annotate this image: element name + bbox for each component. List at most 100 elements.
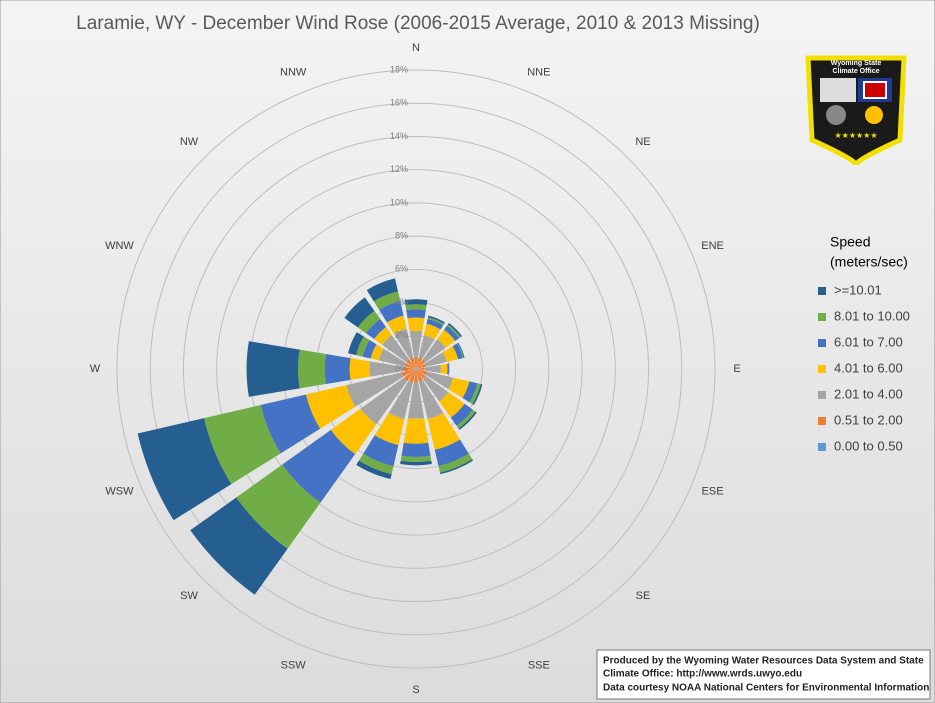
- bar-segment: [456, 409, 476, 429]
- logo-text: Wyoming State: [831, 60, 882, 67]
- bar-segment: [444, 325, 460, 341]
- direction-label: S: [412, 684, 419, 696]
- grid-ring: [116, 69, 716, 669]
- bar-segment: [246, 341, 300, 397]
- bar-segment: [447, 323, 462, 338]
- r-tick-label: 16%: [390, 98, 408, 108]
- bar-segment: [462, 381, 478, 403]
- direction-label: E: [733, 363, 740, 375]
- bar-segment: [416, 369, 417, 371]
- logo: Wyoming State Climate Office ★★★★★★: [805, 55, 907, 167]
- bar-segment: [236, 464, 321, 549]
- bar-segment: [417, 369, 428, 376]
- bar-segment: [356, 460, 392, 480]
- bar-segment: [427, 317, 445, 326]
- bar-segment: [346, 372, 404, 407]
- bar-segment: [378, 348, 407, 367]
- bar-segment: [415, 369, 416, 371]
- bar-segment: [388, 380, 413, 420]
- bar-segment: [394, 328, 414, 360]
- grid-ring: [149, 102, 683, 636]
- bar-segment: [204, 405, 281, 485]
- logo-stars: ★★★★★★: [834, 131, 877, 140]
- bar-segment: [382, 335, 410, 363]
- bar-segment: [405, 304, 427, 311]
- bar-segment: [400, 455, 432, 463]
- direction-label: WSW: [105, 486, 134, 498]
- bar-segment: [358, 453, 394, 475]
- bar-segment: [442, 346, 459, 362]
- legend-swatch: [818, 313, 826, 321]
- bar-segment: [416, 369, 418, 370]
- bars: [137, 278, 483, 595]
- bar-segment: [427, 412, 460, 450]
- bar-segment: [414, 369, 416, 371]
- direction-label: NW: [180, 136, 199, 148]
- bar-segment: [403, 418, 429, 444]
- bar-segment: [407, 382, 425, 419]
- bar-segment: [472, 384, 483, 406]
- bar-segment: [424, 364, 441, 374]
- bar-segment: [408, 370, 416, 382]
- bar-segment: [370, 344, 384, 361]
- legend-label: 0.00 to 0.50: [834, 438, 903, 453]
- bar-segment: [422, 339, 446, 363]
- bar-segment: [404, 299, 428, 306]
- bar-segment: [437, 329, 456, 348]
- bar-segment: [448, 377, 470, 399]
- r-tick-label: 12%: [390, 164, 408, 174]
- r-tick-label: 14%: [390, 131, 408, 141]
- bar-segment: [379, 301, 404, 323]
- legend-swatch: [818, 339, 826, 347]
- bar-segment: [403, 369, 416, 382]
- bar-segment: [425, 371, 454, 390]
- bar-segment: [406, 309, 426, 319]
- r-tick-label: 8%: [395, 230, 408, 240]
- bar-segment: [402, 366, 415, 372]
- bar-segment: [374, 412, 405, 446]
- bar-segment: [414, 357, 418, 368]
- bar-segment: [404, 362, 415, 369]
- bar-segment: [416, 357, 423, 368]
- r-tick-label: 6%: [395, 264, 408, 274]
- bar-segment: [414, 368, 416, 369]
- bar-segment: [416, 369, 426, 379]
- bar-segment: [456, 343, 464, 359]
- bar-segment: [416, 368, 418, 370]
- bar-segment: [414, 369, 416, 370]
- bar-segment: [417, 363, 426, 369]
- bar-segment: [298, 349, 326, 389]
- bar-segment: [324, 353, 351, 385]
- bar-segment: [413, 370, 419, 383]
- bar-segment: [447, 363, 450, 375]
- direction-label: NE: [635, 136, 650, 148]
- bar-segment: [374, 327, 392, 345]
- bar-segment: [416, 370, 424, 382]
- bar-segment: [414, 367, 416, 369]
- bar-segment: [409, 357, 416, 368]
- bar-segment: [369, 361, 403, 377]
- bar-segment: [414, 368, 416, 370]
- bar-segment: [457, 342, 465, 358]
- bar-segment: [418, 335, 435, 360]
- bar-segment: [416, 367, 417, 369]
- legend-label: >=10.01: [834, 282, 882, 297]
- direction-label: SSW: [281, 659, 307, 671]
- bar-segment: [344, 297, 375, 328]
- bar-segment: [424, 352, 447, 367]
- bar-segment: [440, 363, 448, 375]
- footer-text: Produced by the Wyoming Water Resources …: [603, 656, 924, 667]
- bar-segment: [419, 380, 444, 420]
- bar-segment: [458, 411, 477, 430]
- bar-segment: [450, 403, 473, 426]
- bar-segment: [416, 369, 418, 371]
- legend-title: Speed: [830, 234, 870, 250]
- bar-segment: [407, 317, 425, 332]
- legend-swatch: [818, 287, 826, 295]
- bar-segment: [401, 442, 431, 458]
- bar-segment: [416, 368, 418, 369]
- r-tick-label: 18%: [390, 64, 408, 74]
- bar-segment: [260, 394, 321, 454]
